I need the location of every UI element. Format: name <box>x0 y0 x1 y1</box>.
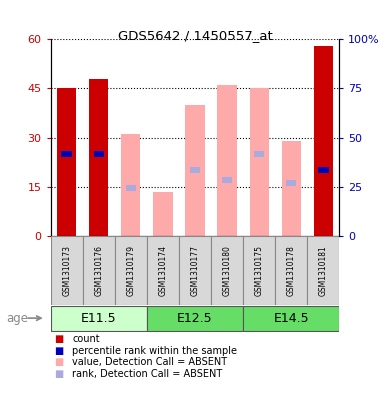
Text: ■: ■ <box>55 357 64 367</box>
Bar <box>51 236 83 305</box>
Text: count: count <box>72 334 100 344</box>
Text: GSM1310176: GSM1310176 <box>94 245 103 296</box>
Bar <box>185 105 205 236</box>
Bar <box>243 236 275 305</box>
Text: GSM1310173: GSM1310173 <box>62 245 71 296</box>
Bar <box>89 79 108 236</box>
Text: percentile rank within the sample: percentile rank within the sample <box>72 345 237 356</box>
Text: E12.5: E12.5 <box>177 312 213 325</box>
Bar <box>57 88 76 236</box>
Bar <box>222 177 232 183</box>
Bar <box>83 236 115 305</box>
Bar <box>275 236 307 305</box>
Text: ■: ■ <box>55 369 64 379</box>
Bar <box>62 151 72 157</box>
Bar <box>307 236 339 305</box>
Text: value, Detection Call = ABSENT: value, Detection Call = ABSENT <box>72 357 227 367</box>
Text: ■: ■ <box>55 334 64 344</box>
Text: GSM1310177: GSM1310177 <box>190 245 200 296</box>
Bar <box>115 236 147 305</box>
Text: E14.5: E14.5 <box>273 312 309 325</box>
Text: GSM1310174: GSM1310174 <box>158 245 167 296</box>
Bar <box>190 167 200 173</box>
Bar <box>179 236 211 305</box>
Bar <box>121 134 140 236</box>
Text: ■: ■ <box>55 345 64 356</box>
Bar <box>254 151 264 157</box>
Bar <box>94 151 104 157</box>
Bar <box>147 236 179 305</box>
Text: GSM1310175: GSM1310175 <box>255 245 264 296</box>
Bar <box>51 306 147 331</box>
Text: GSM1310181: GSM1310181 <box>319 245 328 296</box>
Bar <box>147 306 243 331</box>
Text: GSM1310179: GSM1310179 <box>126 245 135 296</box>
Bar <box>153 191 172 236</box>
Text: age: age <box>6 312 28 325</box>
Text: GDS5642 / 1450557_at: GDS5642 / 1450557_at <box>118 29 272 42</box>
Bar <box>286 180 296 186</box>
Bar <box>314 46 333 236</box>
Bar <box>126 185 136 191</box>
Text: GSM1310178: GSM1310178 <box>287 245 296 296</box>
Text: GSM1310180: GSM1310180 <box>223 245 232 296</box>
Bar <box>282 141 301 236</box>
Bar <box>211 236 243 305</box>
Text: rank, Detection Call = ABSENT: rank, Detection Call = ABSENT <box>72 369 222 379</box>
Bar <box>250 88 269 236</box>
Bar <box>218 85 237 236</box>
Text: E11.5: E11.5 <box>81 312 117 325</box>
Bar <box>318 167 328 173</box>
Bar <box>243 306 339 331</box>
